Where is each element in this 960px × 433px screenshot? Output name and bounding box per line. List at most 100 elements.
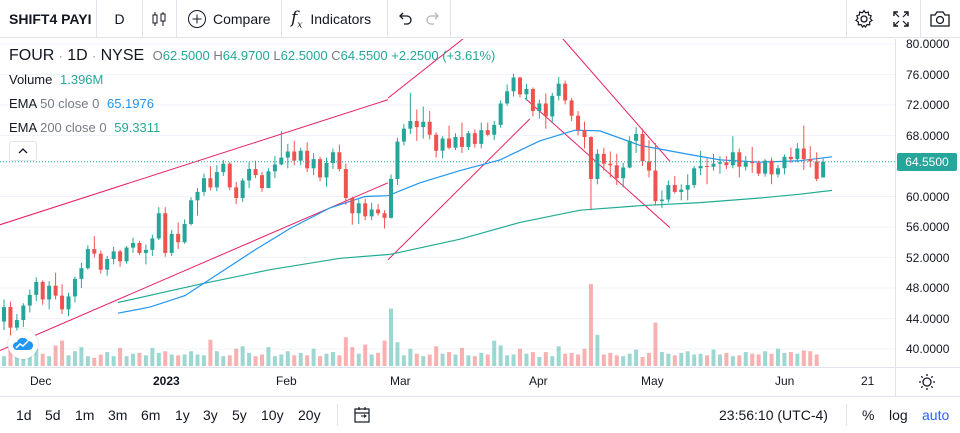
interval-button[interactable]: D [97,0,142,38]
candle-body [821,161,826,178]
volume-bar [401,355,406,366]
candle-body [356,203,361,214]
range-1m[interactable]: 1m [75,407,95,423]
candle-body [285,151,290,158]
percent-scale-toggle[interactable]: % [862,407,875,423]
volume-bar [711,349,716,366]
axis-settings-button[interactable] [918,373,936,396]
volume-bar [647,352,651,366]
fullscreen-button[interactable] [884,0,917,38]
undo-icon [399,12,412,25]
tradingview-logo[interactable] [8,329,38,359]
range-10y[interactable]: 10y [261,407,284,423]
volume-bar [763,351,768,366]
candle-body [376,209,381,214]
range-3y[interactable]: 3y [203,407,218,423]
low-label: L [273,48,281,63]
close-value: 64.5500 [340,48,388,63]
undo-button[interactable] [392,0,418,38]
volume-bar [421,356,426,366]
volume-bar [363,344,368,366]
trendline [0,99,389,226]
candle-body [505,91,510,104]
candle-body [608,163,613,166]
candle-body [247,169,252,181]
axis-divider [895,368,896,396]
goto-date-button[interactable] [353,406,371,429]
range-6m[interactable]: 6m [141,407,161,423]
volume-bar [737,355,742,366]
candle-body [479,130,484,144]
candle-body [756,162,761,174]
volume-bar [311,348,316,366]
candle-body [440,138,445,151]
toolbar-divider [142,0,143,38]
candle-body [666,185,671,200]
range-1d[interactable]: 1d [16,407,32,423]
clock-display[interactable]: 23:56:10 (UTC-4) [719,407,828,423]
candle-body [614,165,619,179]
volume-bar [556,346,561,366]
candle-body [92,249,97,254]
time-label: Apr [529,374,548,388]
volume-bar [685,351,690,366]
toolbar-divider [96,0,97,38]
ema200-value: 59.3311 [114,120,161,135]
volume-bar [795,353,800,366]
price-tick-label: 60.0000 [906,189,950,204]
volume-bar [214,351,219,366]
ema200-legend[interactable]: EMA 200 close 0 59.3311 [9,120,160,135]
indicators-button[interactable]: fx Indicators [282,0,387,38]
price-tick-label: 76.0000 [906,67,950,82]
price-tick-label: 52.0000 [906,250,950,265]
ema50-params: 50 close 0 [40,96,100,111]
open-label: O [152,48,163,63]
symbol-label: SHIFT4 PAYI [9,11,92,27]
ema50-legend[interactable]: EMA 50 close 0 65.1976 [9,96,154,111]
volume-bar [60,340,65,366]
chart-type-button[interactable] [143,0,175,38]
price-chart[interactable] [0,39,895,367]
range-1y[interactable]: 1y [175,407,190,423]
range-3m[interactable]: 3m [108,407,128,423]
chart-pane[interactable] [0,39,960,367]
time-axis[interactable]: Dec 2023 Feb Mar Apr May Jun 21 [0,367,960,396]
volume-bar [163,351,168,366]
volume-legend[interactable]: Volume 1.396M [9,72,103,87]
log-scale-toggle[interactable]: log [889,407,908,423]
price-tick-label: 68.0000 [906,128,950,143]
candle-body [814,161,819,179]
redo-button[interactable] [420,0,446,38]
close-label: C [331,48,341,63]
range-20y[interactable]: 20y [298,407,321,423]
range-5y[interactable]: 5y [232,407,247,423]
volume-bar [505,355,510,366]
ema200-label: EMA [9,120,37,135]
cloud-logo-icon [13,337,34,350]
sun-gear-icon [919,374,935,390]
candle-body [318,159,323,178]
volume-bar [537,356,542,366]
compare-button[interactable]: Compare [177,0,281,38]
snapshot-button[interactable] [921,0,959,38]
candle-body [576,115,581,131]
price-tick-label: 72.0000 [906,98,950,112]
high-value: 64.9700 [222,48,270,63]
volume-bar [298,352,303,366]
volume-bar [756,354,761,366]
range-5d[interactable]: 5d [45,407,61,423]
settings-button[interactable] [847,0,880,38]
auto-scale-toggle[interactable]: auto [922,407,950,423]
volume-bar [666,353,671,366]
volume-bar [98,354,103,366]
candle-body [769,160,774,175]
collapse-legend-button[interactable] [9,141,37,161]
price-axis[interactable]: 80.000076.000072.000068.000064.000060.00… [895,37,960,367]
candle-body [730,152,735,166]
symbol-search-button[interactable]: SHIFT4 PAYI [0,0,96,38]
candle-body [698,166,703,169]
volume-bar [111,356,116,366]
volume-bar [105,352,110,366]
volume-bar [343,337,348,366]
candle-body [131,243,135,248]
